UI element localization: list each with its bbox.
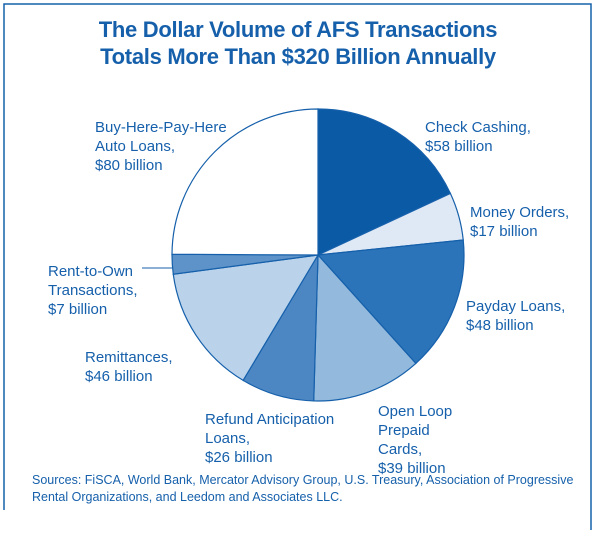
slice-label: Refund Anticipation Loans, $26 billion: [205, 410, 340, 467]
slice-label: Check Cashing, $58 billion: [425, 118, 531, 156]
slice-label: Remittances, $46 billion: [85, 348, 173, 386]
value-label: $58 billion: [425, 138, 493, 155]
category-label: Rent-to-Own Transactions,: [48, 263, 138, 299]
slice-label: Money Orders, $17 billion: [470, 203, 569, 241]
category-label: Payday Loans,: [466, 298, 566, 315]
chart-title: The Dollar Volume of AFS Transactions To…: [0, 16, 596, 70]
slice-label: Rent-to-Own Transactions, $7 billion: [48, 262, 148, 319]
title-line: The Dollar Volume of AFS Transactions: [98, 17, 498, 42]
pie-slice: [317, 108, 452, 256]
value-label: $7 billion: [48, 301, 108, 318]
category-label: Refund Anticipation Loans,: [205, 411, 335, 447]
title-line: Totals More Than $320 Billion Annually: [100, 44, 496, 69]
value-label: $48 billion: [466, 317, 534, 334]
slice-label: Buy-Here-Pay-Here Auto Loans, $80 billion: [95, 118, 245, 175]
pie-slice: [172, 254, 320, 382]
pie-slice: [313, 253, 417, 402]
value-label: $80 billion: [95, 157, 163, 174]
category-label: Remittances,: [85, 349, 173, 366]
pie-slice: [171, 108, 319, 256]
category-label: Open Loop Prepaid Cards,: [378, 403, 453, 458]
source-note: Sources: FiSCA, World Bank, Mercator Adv…: [32, 473, 574, 504]
category-label: Check Cashing,: [425, 119, 531, 136]
category-label: Money Orders,: [470, 204, 570, 221]
frame: [3, 3, 592, 530]
value-label: $17 billion: [470, 223, 538, 240]
category-label: Buy-Here-Pay-Here Auto Loans,: [95, 119, 227, 155]
value-label: $39 billion: [378, 460, 446, 477]
slice-label: Payday Loans, $48 billion: [466, 297, 565, 335]
value-label: $26 billion: [205, 449, 273, 466]
slice-label: Open Loop Prepaid Cards, $39 billion: [378, 402, 478, 478]
value-label: $46 billion: [85, 368, 153, 385]
pie-slice: [316, 239, 465, 365]
